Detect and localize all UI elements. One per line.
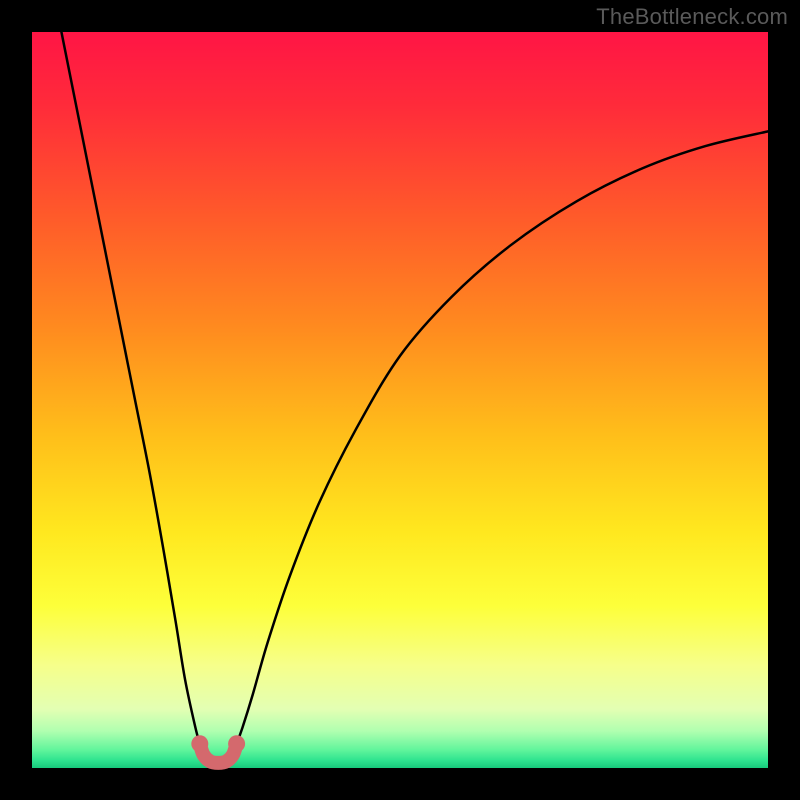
bottleneck-chart [0, 0, 800, 800]
plot-background [32, 32, 768, 768]
chart-container: TheBottleneck.com [0, 0, 800, 800]
valley-endpoint-right [228, 735, 245, 752]
valley-endpoint-left [191, 735, 208, 752]
watermark-text: TheBottleneck.com [596, 4, 788, 30]
